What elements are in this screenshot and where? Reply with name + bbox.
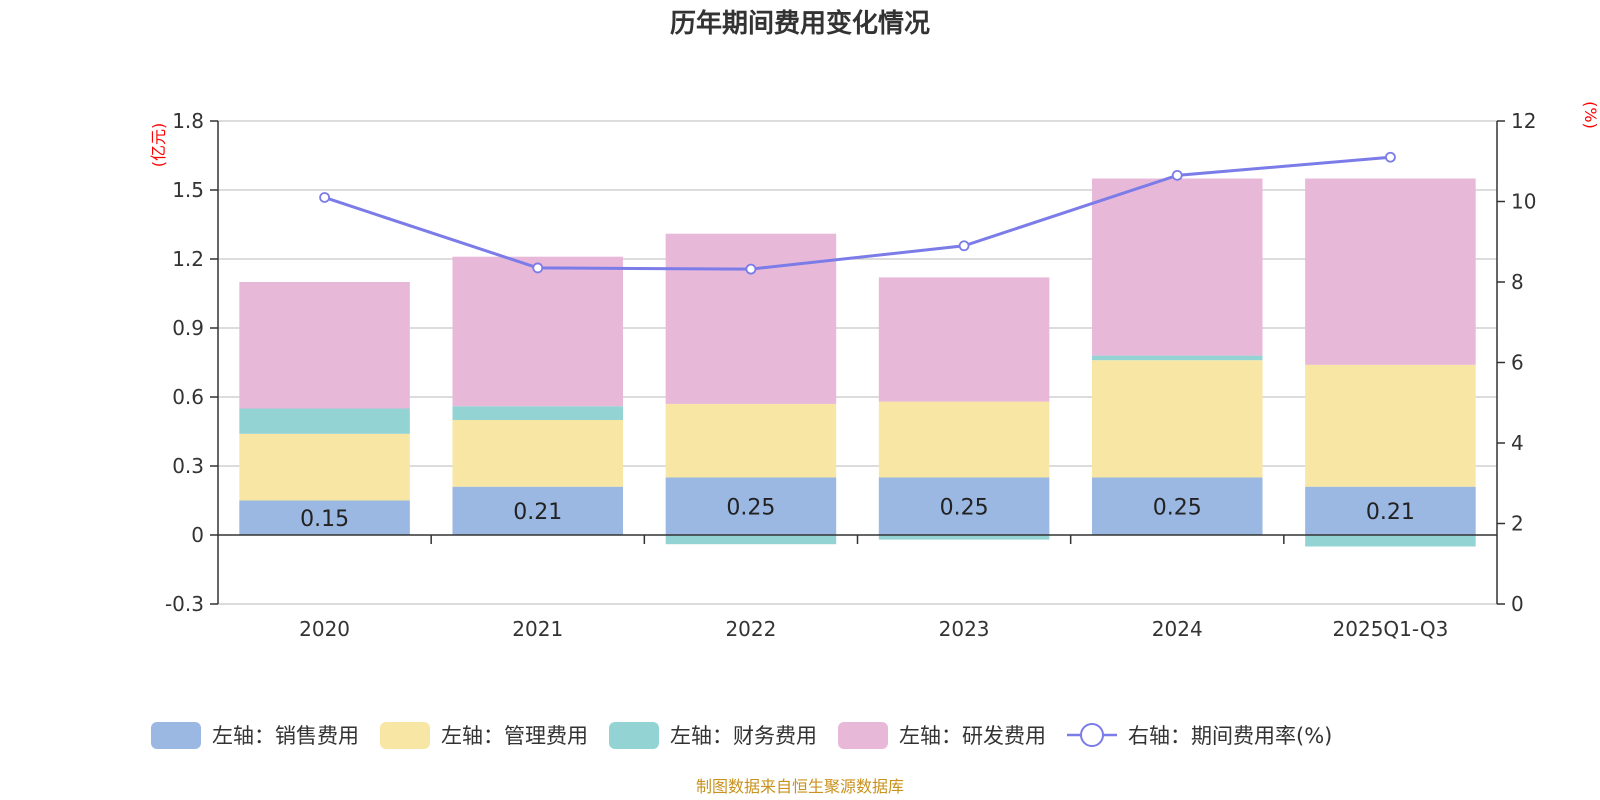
bar-segment — [1091, 178, 1263, 356]
bar-segment — [878, 401, 1050, 478]
bar-segment — [878, 277, 1050, 402]
right-tick-label: 6 — [1511, 351, 1524, 375]
bar-segment — [1091, 477, 1263, 535]
bar-segment — [1305, 364, 1476, 487]
legend-label: 左轴：销售费用 — [212, 724, 359, 748]
rate-point — [532, 262, 544, 274]
x-tick-label: 2021 — [512, 617, 563, 641]
bar-segment — [665, 233, 837, 404]
bar-value-label: 0.25 — [1153, 495, 1202, 520]
bar-segment — [1305, 486, 1476, 535]
x-tick-label: 2023 — [939, 617, 990, 641]
bar-segment — [1091, 355, 1263, 361]
left-axis-unit: (亿元) — [149, 123, 168, 168]
bar-segment — [452, 486, 624, 535]
legend-label: 左轴：财务费用 — [670, 724, 817, 748]
legend-swatch — [838, 722, 888, 749]
bar-segment — [239, 433, 410, 501]
left-tick-label: 1.5 — [172, 178, 204, 202]
bar-segment — [665, 535, 837, 545]
x-tick-label: 2022 — [725, 617, 776, 641]
bars — [239, 178, 1476, 547]
bar-segment — [1305, 178, 1476, 365]
bar-segment — [1091, 360, 1263, 478]
source-note: 制图数据来自恒生聚源数据库 — [696, 777, 904, 796]
left-tick-label: 0 — [191, 523, 204, 547]
bar-segment — [1305, 535, 1476, 547]
legend[interactable]: 左轴：销售费用 左轴：管理费用 左轴：财务费用 左轴：研发费用 右轴：期间费用率(%) — [151, 722, 1332, 749]
legend-swatch — [609, 722, 659, 749]
legend-swatch — [151, 722, 201, 749]
x-tick-label: 2025Q1-Q3 — [1333, 617, 1449, 641]
x-tick-label: 2020 — [299, 617, 350, 641]
right-tick-label: 2 — [1511, 512, 1524, 536]
chart-title: 历年期间费用变化情况 — [670, 8, 930, 39]
right-tick-label: 10 — [1511, 190, 1536, 214]
legend-swatch — [380, 722, 430, 749]
bar-segment — [239, 282, 410, 409]
bar-segment — [452, 406, 624, 420]
rate-point — [958, 240, 970, 252]
bar-segment — [665, 403, 837, 478]
left-tick-label: 0.9 — [172, 316, 204, 340]
rate-point — [319, 192, 330, 203]
right-axis-unit: (%) — [1581, 101, 1600, 129]
rate-line-path — [324, 155, 1391, 271]
bar-segment — [452, 256, 624, 407]
right-tick-label: 0 — [1511, 592, 1524, 616]
right-tick-label: 8 — [1511, 270, 1524, 294]
bar-value-label: 0.25 — [940, 495, 989, 520]
left-tick-label: 1.8 — [172, 109, 204, 133]
left-tick-label: 0.3 — [172, 454, 204, 478]
legend-label: 左轴：管理费用 — [441, 724, 588, 748]
bar-labels: 0.15 0.21 0.25 0.25 0.25 0.21 — [300, 495, 1415, 532]
bar-segment — [878, 535, 1050, 540]
bar-segment — [452, 420, 624, 487]
legend-label: 右轴：期间费用率(%) — [1128, 724, 1332, 748]
rate-point — [1385, 151, 1396, 163]
rate-line — [319, 151, 1396, 275]
grid — [218, 120, 1497, 605]
bar-segment — [239, 500, 410, 535]
right-tick-label: 4 — [1511, 431, 1524, 455]
bar-segment — [239, 408, 410, 434]
left-tick-label: 0.6 — [172, 385, 204, 409]
right-tick-label: 12 — [1511, 109, 1536, 133]
bar-segment — [878, 477, 1050, 535]
bar-value-label: 0.15 — [300, 507, 349, 532]
rate-point — [745, 263, 757, 275]
rate-point — [1171, 169, 1183, 181]
bar-segment — [665, 477, 837, 535]
x-tick-label: 2024 — [1152, 617, 1203, 641]
left-tick-label: -0.3 — [165, 592, 204, 616]
legend-label: 左轴：研发费用 — [899, 724, 1046, 748]
bar-value-label: 0.21 — [513, 500, 562, 525]
legend-swatch-point — [1080, 723, 1104, 747]
axes: -0.3 0 0.3 0.6 0.9 1.2 1.5 1.8 0 2 4 6 8 10 12 2020 2021… — [165, 109, 1536, 641]
left-tick-label: 1.2 — [172, 247, 204, 271]
bar-value-label: 0.25 — [726, 495, 775, 520]
bar-value-label: 0.21 — [1366, 500, 1415, 525]
